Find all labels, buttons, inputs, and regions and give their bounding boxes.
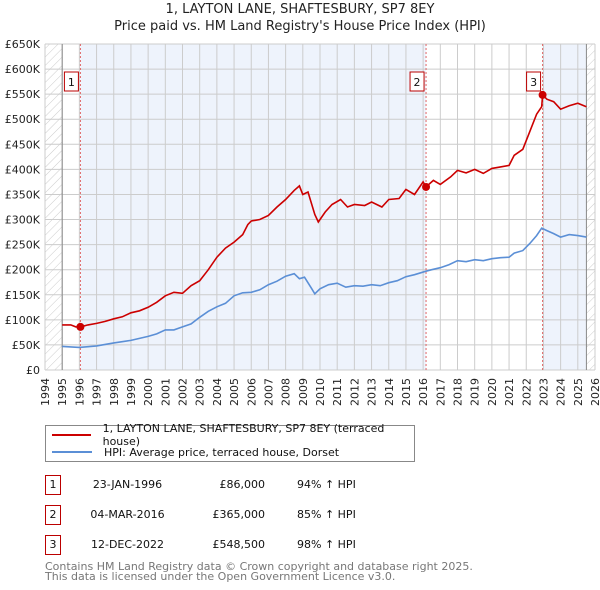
y-tick-label: £300K: [5, 214, 41, 227]
sale-label-box: [409, 71, 425, 92]
y-tick-label: £500K: [5, 113, 41, 126]
x-tick-label: 1994: [39, 378, 52, 406]
x-tick-label: 1995: [56, 378, 69, 406]
sale-label: 3: [530, 76, 537, 89]
x-tick-label: 2007: [262, 378, 275, 406]
x-tick-label: 2004: [211, 378, 224, 406]
y-tick-label: £650K: [5, 38, 41, 51]
footer-licence: This data is licensed under the Open Gov…: [45, 570, 396, 583]
sale-date: 12-DEC-2022: [90, 538, 165, 551]
x-tick-label: 2018: [452, 378, 465, 406]
sale-price: £548,500: [212, 538, 266, 551]
chart-title: 1, LAYTON LANE, SHAFTESBURY, SP7 8EY: [165, 2, 435, 17]
y-tick-label: £250K: [5, 239, 41, 252]
property-line-swatch: [52, 434, 91, 436]
x-tick-label: 2015: [400, 378, 413, 406]
legend-item-property: 1, LAYTON LANE, SHAFTESBURY, SP7 8EY (te…: [46, 422, 414, 448]
legend-label-hpi: HPI: Average price, terraced house, Dors…: [104, 445, 340, 459]
footer-copyright: Contains HM Land Registry data © Crown c…: [45, 560, 473, 573]
y-tick-label: £50K: [12, 339, 41, 352]
sale-hpi-diff: 98% ↑ HPI: [297, 538, 356, 551]
sale-number: 2: [45, 505, 61, 525]
sale-label-box: [526, 71, 542, 92]
x-tick-label: 2021: [503, 378, 516, 406]
x-tick-label: 2026: [589, 378, 600, 406]
hpi-line: [62, 227, 587, 349]
x-tick-label: 2023: [537, 378, 550, 406]
sale-hpi-diff: 85% ↑ HPI: [297, 508, 356, 521]
legend-label-property: 1, LAYTON LANE, SHAFTESBURY, SP7 8EY (te…: [102, 422, 385, 448]
x-tick-label: 2001: [159, 378, 172, 406]
x-tick-label: 2019: [469, 378, 482, 406]
x-tick-label: 2000: [142, 378, 155, 406]
y-tick-label: £450K: [5, 138, 41, 151]
sale-point: [422, 182, 431, 191]
ownership-band: [542, 44, 587, 370]
x-tick-label: 2002: [177, 378, 190, 406]
y-tick-label: £550K: [5, 88, 41, 101]
x-tick-label: 2009: [297, 378, 310, 406]
y-tick-label: £400K: [5, 163, 41, 176]
sale-hpi-diff: 94% ↑ HPI: [297, 478, 356, 491]
y-tick-label: £350K: [5, 188, 41, 201]
x-tick-label: 2016: [417, 378, 430, 406]
x-tick-label: 2003: [194, 378, 207, 406]
price-chart: 1994 1995 1996 1997 1998 1999 2000 2001 2002 2003…: [5, 38, 600, 406]
y-tick-label: £100K: [5, 314, 41, 327]
sale-number: 1: [45, 475, 61, 495]
x-tick-label: 2024: [555, 378, 568, 406]
x-tick-label: 2025: [572, 378, 585, 406]
x-tick-label: 2017: [434, 378, 447, 406]
x-tick-label: 2010: [314, 378, 327, 406]
y-tick-label: £150K: [5, 289, 41, 302]
sale-date: 04-MAR-2016: [90, 508, 165, 521]
sale-number: 3: [45, 535, 61, 555]
sale-label: 2: [414, 76, 421, 89]
x-tick-label: 1997: [91, 378, 104, 406]
x-tick-label: 2006: [245, 378, 258, 406]
sale-price: £365,000: [212, 508, 266, 521]
property-price-line: [62, 93, 587, 328]
y-tick-label: £0: [26, 364, 40, 377]
x-tick-label: 1998: [108, 378, 121, 406]
sale-point: [76, 322, 85, 331]
x-tick-label: 2022: [520, 378, 533, 406]
x-tick-label: 2008: [280, 378, 293, 406]
sale-point: [538, 90, 547, 99]
x-tick-label: 2013: [366, 378, 379, 406]
y-tick-label: £600K: [5, 63, 41, 76]
y-tick-label: £200K: [5, 264, 41, 277]
sale-date: 23-JAN-1996: [92, 478, 163, 491]
x-tick-label: 2014: [383, 378, 396, 406]
x-tick-label: 1999: [125, 378, 138, 406]
x-tick-label: 2012: [348, 378, 361, 406]
x-tick-label: 2011: [331, 378, 344, 406]
hpi-line-swatch: [52, 451, 92, 453]
chart-subtitle: Price paid vs. HM Land Registry's House …: [114, 19, 486, 34]
x-tick-label: 2020: [486, 378, 499, 406]
no-data-region: [586, 44, 595, 370]
sale-label: 1: [68, 76, 75, 89]
ownership-band: [80, 44, 427, 370]
chart-legend: 1, LAYTON LANE, SHAFTESBURY, SP7 8EY (te…: [45, 422, 415, 462]
sale-price: £86,000: [219, 478, 266, 491]
no-data-region: [45, 44, 63, 370]
sale-label-box: [63, 71, 79, 92]
x-tick-label: 1996: [73, 378, 86, 406]
legend-item-hpi: HPI: Average price, terraced house, Dors…: [46, 444, 339, 460]
x-tick-label: 2005: [228, 378, 241, 406]
